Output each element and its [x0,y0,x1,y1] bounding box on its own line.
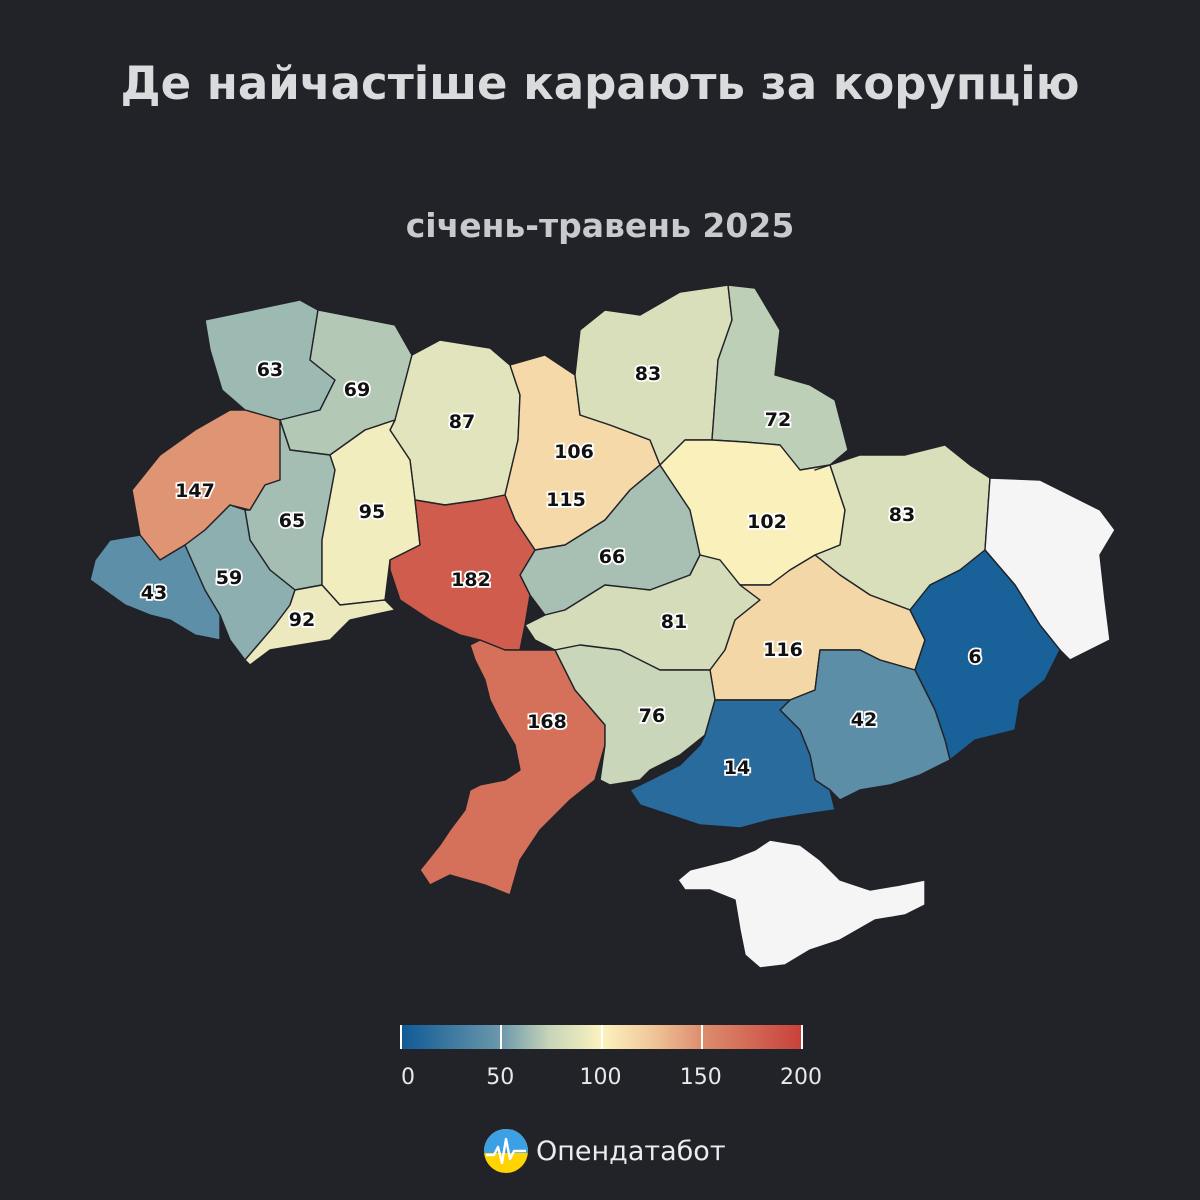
legend-tick-label: 150 [679,1065,722,1090]
region-value-label: 83 [889,504,915,526]
region-value-label: 182 [451,569,491,591]
brand: Опендатабот [484,1128,726,1174]
region-value-label: 6 [968,646,981,668]
color-scale-legend [400,1025,803,1049]
region-value-label: 43 [141,582,167,604]
region-value-label: 66 [599,546,625,568]
region-value-label: 102 [747,511,787,533]
opendatabot-logo-icon [484,1129,528,1173]
legend-tick [700,1025,703,1049]
ukraine-map: 63 69 87 106 83 72 147 65 95 115 102 83 66 43 59 182 92 8… [89,284,1116,969]
region-kherson [629,699,836,829]
region-chernivtsi [244,584,396,666]
region-value-label: 92 [289,609,315,631]
region-mykolaiv [554,644,716,786]
region-value-label: 14 [724,757,750,779]
region-value-label: 76 [639,705,665,727]
legend-tick [500,1025,503,1049]
region-value-label: 81 [661,611,687,633]
region-value-label: 87 [449,411,475,433]
region-value-label: 65 [279,510,305,532]
region-crimea [677,839,926,969]
brand-name: Опендатабот [536,1135,726,1167]
region-value-label: 115 [546,489,586,511]
region-value-label: 42 [851,709,877,731]
legend-tick-label: 50 [486,1065,515,1090]
region-value-label: 95 [359,501,385,523]
region-value-label: 147 [175,480,215,502]
region-value-label: 63 [257,359,283,381]
map-subtitle: січень-травень 2025 [405,206,795,245]
legend-tick [801,1025,803,1049]
region-value-label: 106 [554,441,594,463]
region-zakarpattia [89,534,221,641]
legend-tick [400,1025,402,1049]
region-value-label: 59 [216,567,242,589]
map-title: Де найчастіше карають за корупцію [120,57,1080,110]
legend-tick [600,1025,603,1049]
legend-tick-label: 200 [780,1065,822,1090]
legend-tick-label: 100 [579,1065,622,1090]
legend-tick-label: 0 [401,1065,415,1090]
region-value-label: 83 [635,363,661,385]
region-value-label: 72 [765,409,791,431]
region-value-label: 168 [527,711,567,733]
region-value-label: 116 [763,639,803,661]
region-value-label: 69 [344,379,370,401]
